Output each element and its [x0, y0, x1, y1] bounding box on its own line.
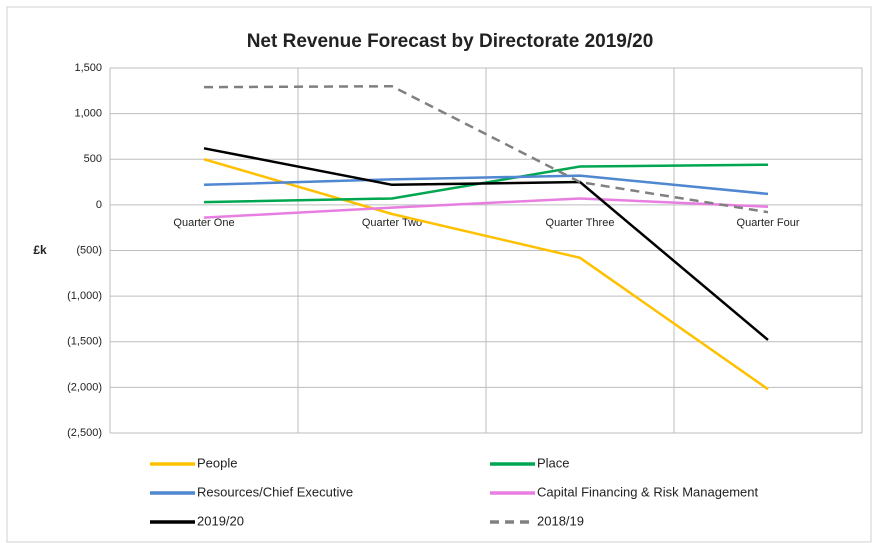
- chart-frame: [6, 6, 872, 543]
- x-tick-label: Quarter Four: [737, 217, 800, 229]
- series-line: [203, 158, 769, 391]
- y-tick-label: (1,500): [67, 336, 102, 348]
- legend-label: 2018/19: [537, 513, 584, 528]
- legend-label: Capital Financing & Risk Management: [537, 484, 758, 499]
- series-line: [203, 197, 769, 219]
- legend-label: Place: [537, 455, 570, 470]
- y-tick-label: (1,000): [67, 290, 102, 302]
- y-tick-label: 1,500: [74, 62, 102, 74]
- legend-label: Resources/Chief Executive: [197, 484, 353, 499]
- y-tick-label: (2,000): [67, 381, 102, 393]
- series-line: [203, 84, 769, 214]
- legend-label: 2019/20: [197, 513, 244, 528]
- x-tick-label: Quarter Three: [546, 217, 615, 229]
- x-tick-label: Quarter Two: [362, 217, 422, 229]
- y-axis-label: £k: [33, 243, 47, 257]
- y-tick-label: (500): [76, 244, 102, 256]
- y-tick-label: 500: [84, 153, 102, 165]
- y-tick-label: 0: [96, 199, 102, 211]
- y-tick-label: 1,000: [74, 108, 102, 120]
- legend-label: People: [197, 455, 237, 470]
- series-line: [203, 147, 769, 341]
- series-line: [203, 174, 769, 196]
- x-tick-label: Quarter One: [173, 217, 234, 229]
- chart-title: Net Revenue Forecast by Directorate 2019…: [247, 31, 654, 52]
- y-tick-label: (2,500): [67, 427, 102, 439]
